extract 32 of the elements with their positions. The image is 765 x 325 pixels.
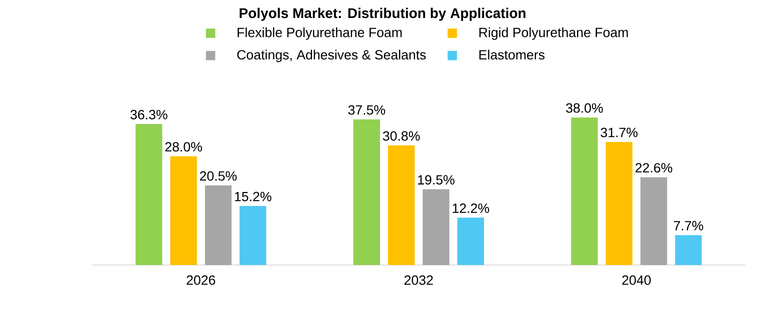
bar (204, 185, 232, 265)
bar (571, 117, 598, 265)
bar (675, 235, 702, 265)
legend-label: Coatings, Adhesives & Sealants (237, 50, 426, 62)
data-label: 7.7% (674, 221, 704, 230)
x-tick-label: 2026 (186, 275, 216, 285)
x-tick-label: 2032 (404, 275, 433, 285)
chart-title: Polyols Market: Distribution by Application (240, 8, 526, 21)
data-label: 28.0% (165, 142, 202, 152)
bar (240, 206, 266, 265)
bar (457, 218, 484, 265)
bar (606, 142, 632, 265)
bar (136, 124, 162, 265)
data-label: 20.5% (200, 171, 237, 181)
data-label: 30.8% (382, 131, 420, 141)
data-label: 36.3% (130, 110, 168, 120)
bar (422, 189, 450, 265)
legend-label: Rigid Polyurethane Foam (479, 27, 628, 40)
bar (353, 119, 380, 265)
data-label: 22.6% (636, 163, 672, 173)
data-label: 19.5% (418, 175, 454, 185)
data-label: 12.2% (452, 204, 490, 213)
data-label: 38.0% (566, 103, 603, 113)
bar (170, 156, 197, 265)
data-label: 15.2% (235, 192, 272, 202)
data-label: 31.7% (600, 128, 638, 138)
legend-label: Flexible Polyurethane Foam (238, 27, 402, 40)
legend-label: Elastomers (479, 50, 545, 60)
bar (640, 177, 668, 265)
x-tick-label: 2040 (622, 275, 651, 285)
data-label: 37.5% (348, 105, 386, 115)
bar (388, 145, 415, 265)
